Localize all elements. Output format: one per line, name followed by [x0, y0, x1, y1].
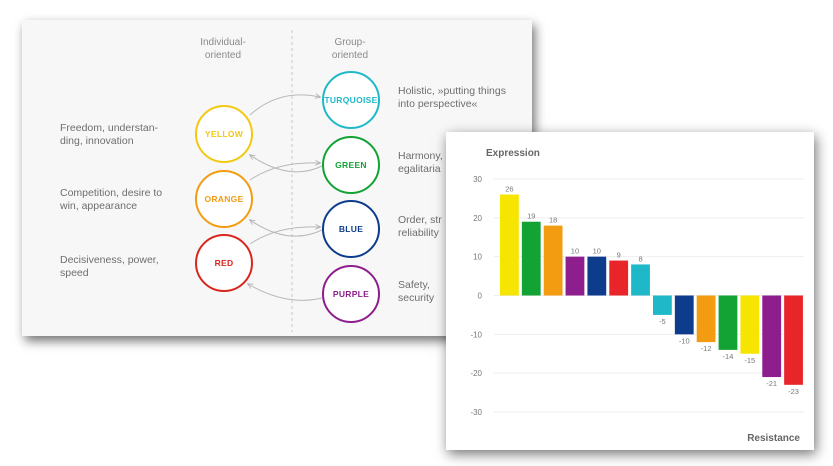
circle-orange-label: ORANGE — [204, 194, 244, 204]
circle-purple: PURPLE — [322, 265, 380, 323]
data-label: 18 — [549, 216, 557, 225]
description-orange-line1: Competition, desire to — [60, 187, 163, 199]
description-orange: Competition, desire to win, appearance — [60, 187, 162, 213]
description-turquoise: Holistic, »putting things into perspecti… — [398, 85, 506, 111]
connector-arrows — [22, 30, 323, 332]
bar — [587, 256, 607, 296]
data-label: 8 — [638, 254, 642, 263]
y-tick-label: 20 — [473, 214, 482, 223]
column-header-group-line2: oriented — [331, 50, 369, 61]
bar — [609, 260, 629, 296]
y-tick-label: -30 — [470, 408, 482, 417]
arrow-orange-to-green — [249, 163, 320, 181]
description-blue-line2: reliability — [398, 227, 439, 239]
circle-red-label: RED — [214, 258, 234, 268]
data-label: -5 — [659, 317, 666, 326]
description-green-line1: Harmony, — [398, 150, 443, 162]
description-purple: Safety, security — [398, 279, 434, 305]
arrow-purple-to-red — [248, 284, 323, 301]
description-red-line2: speed — [60, 267, 89, 279]
bar — [543, 225, 563, 296]
arrow-red-to-blue — [249, 227, 320, 245]
y-tick-label: 30 — [473, 175, 482, 184]
data-label: -14 — [723, 352, 734, 361]
circle-green: GREEN — [322, 136, 380, 194]
description-purple-line1: Safety, — [398, 279, 430, 291]
description-green-line2: egalitaria — [398, 163, 441, 175]
data-label: 26 — [505, 185, 513, 194]
description-yellow: Freedom, understan- ding, innovation — [60, 122, 158, 148]
bar — [740, 295, 760, 354]
description-orange-line2: win, appearance — [60, 200, 138, 212]
circle-turquoise-label: TURQUOISE — [324, 95, 378, 105]
y-tick-label: -20 — [470, 369, 482, 378]
description-red-line1: Decisiveness, power, — [60, 254, 159, 266]
circle-yellow-label: YELLOW — [204, 129, 244, 139]
description-yellow-line1: Freedom, understan- — [60, 122, 159, 134]
bar — [631, 264, 650, 296]
circle-green-label: GREEN — [335, 160, 367, 170]
bar — [565, 256, 585, 296]
circle-yellow: YELLOW — [195, 105, 253, 163]
data-label: -12 — [701, 344, 712, 353]
description-purple-line2: security — [398, 292, 435, 304]
y-tick-label: 0 — [478, 292, 483, 301]
column-header-group-line1: Group- — [334, 37, 366, 48]
bar — [653, 295, 672, 315]
arrow-green-to-yellow — [250, 155, 323, 173]
column-header-individual: Individual- oriented — [178, 36, 268, 62]
bar — [784, 295, 803, 385]
bar — [674, 295, 694, 335]
y-tick-label: 10 — [473, 253, 482, 262]
circle-red: RED — [195, 234, 253, 292]
arrow-blue-to-orange — [250, 220, 323, 237]
circle-orange: ORANGE — [195, 170, 253, 228]
data-label: -21 — [766, 379, 777, 388]
data-label: 19 — [527, 212, 535, 221]
description-green: Harmony, egalitaria — [398, 150, 443, 176]
description-blue: Order, str reliability — [398, 214, 442, 240]
data-label: -15 — [744, 356, 755, 365]
column-header-individual-line2: oriented — [204, 50, 242, 61]
data-label: 10 — [571, 247, 579, 256]
circle-blue: BLUE — [322, 200, 380, 258]
y-tick-label: -10 — [470, 330, 482, 339]
chart-title: Expression — [486, 148, 540, 159]
circle-turquoise: TURQUOISE — [322, 71, 380, 129]
data-label: 10 — [593, 247, 601, 256]
data-label: -23 — [788, 387, 799, 396]
description-red: Decisiveness, power, speed — [60, 254, 159, 280]
column-header-individual-line1: Individual- — [200, 37, 246, 48]
x-axis-label: Resistance — [747, 433, 800, 444]
circle-blue-label: BLUE — [338, 224, 364, 234]
bar-chart: 30 20 10 0 -10 -20 -30 26 19 18 10 10 9 8 -5 -10 -12 -14 -… — [470, 175, 804, 417]
bar — [500, 194, 519, 296]
bar — [521, 221, 541, 296]
column-header-group: Group- oriented — [305, 36, 395, 62]
circle-purple-label: PURPLE — [332, 289, 370, 299]
description-yellow-line2: ding, innovation — [60, 135, 134, 147]
data-label: -10 — [679, 336, 690, 345]
bar-chart-card: Expression Resistance 30 20 10 0 -10 -20 -30 26… — [446, 132, 814, 450]
bar — [762, 295, 782, 378]
arrow-yellow-to-turquoise — [249, 95, 320, 116]
description-turquoise-line2: into perspective« — [398, 98, 478, 110]
description-blue-line1: Order, str — [398, 214, 442, 226]
bar — [696, 295, 716, 343]
description-turquoise-line1: Holistic, »putting things — [398, 85, 506, 97]
bar — [718, 295, 738, 350]
data-label: 9 — [617, 251, 621, 260]
